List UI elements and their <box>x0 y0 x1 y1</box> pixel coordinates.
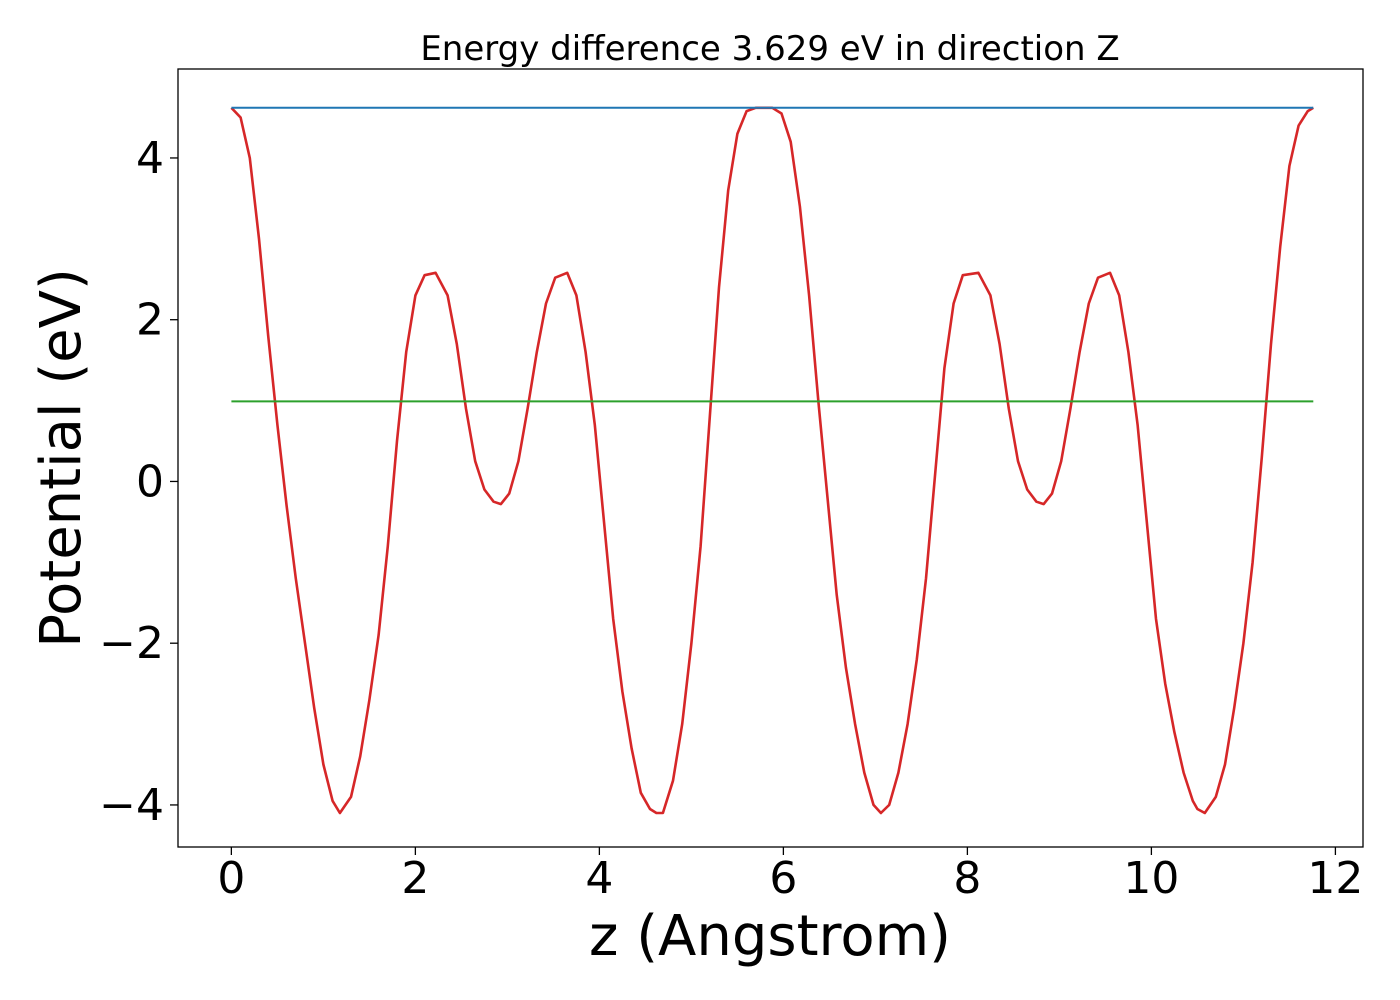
axis-ticks: 0 2 4 6 8 10 12 −4 −2 0 2 4 <box>99 133 1363 904</box>
y-tick-label: 4 <box>136 133 164 184</box>
y-axis-label: Potential (eV) <box>29 268 94 648</box>
y-tick-label: −2 <box>99 618 164 669</box>
series-group <box>230 106 1314 815</box>
x-tick-label: 2 <box>401 853 429 904</box>
x-tick-label: 6 <box>769 853 797 904</box>
y-tick-label: −4 <box>99 780 164 831</box>
x-tick-label: 10 <box>1123 853 1179 904</box>
x-tick-label: 0 <box>217 853 245 904</box>
plot-frame <box>177 68 1364 848</box>
x-tick-label: 8 <box>953 853 981 904</box>
y-tick-label: 0 <box>136 456 164 507</box>
potential-curve <box>230 106 1314 815</box>
x-axis-label: z (Angstrom) <box>589 904 951 969</box>
x-tick-label: 12 <box>1307 853 1363 904</box>
x-tick-label: 4 <box>585 853 613 904</box>
chart-title: Energy difference 3.629 eV in direction … <box>420 29 1119 69</box>
y-tick-label: 2 <box>136 295 164 346</box>
